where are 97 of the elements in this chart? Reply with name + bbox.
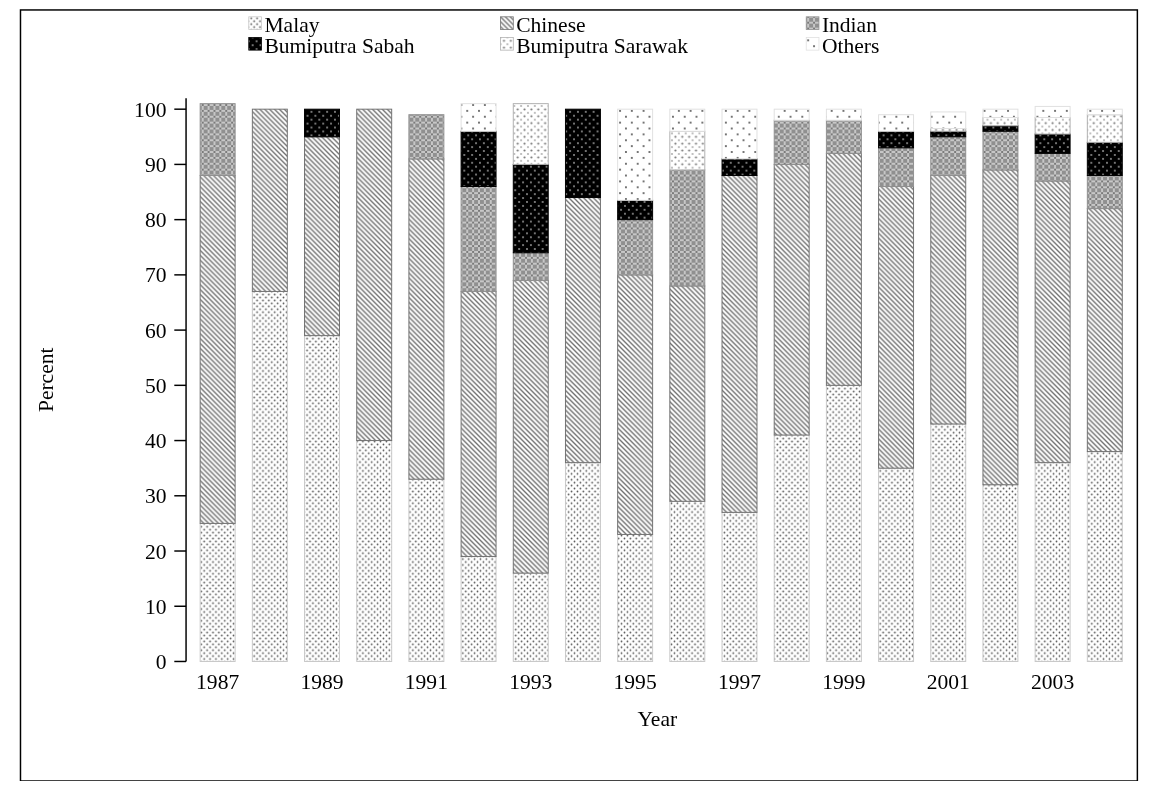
bar bbox=[1034, 462, 1071, 662]
bar bbox=[617, 533, 654, 662]
bar bbox=[825, 152, 862, 386]
x-tick-label: 1991 bbox=[404, 669, 448, 694]
bar bbox=[564, 108, 601, 199]
bar bbox=[460, 103, 497, 132]
bar bbox=[721, 158, 758, 176]
bar bbox=[773, 119, 810, 165]
x-tick-label: 1997 bbox=[717, 669, 762, 694]
bar bbox=[878, 186, 915, 469]
bar bbox=[773, 434, 810, 662]
bar bbox=[982, 130, 1019, 171]
bar bbox=[512, 163, 549, 254]
bar bbox=[617, 274, 654, 535]
x-tick-label: 1993 bbox=[509, 669, 553, 694]
y-tick-label: 10 bbox=[144, 594, 167, 619]
legend-label: Malay bbox=[264, 13, 320, 38]
bar bbox=[669, 285, 706, 502]
bar bbox=[1034, 180, 1071, 464]
bar bbox=[878, 114, 915, 132]
bar bbox=[199, 103, 236, 176]
bar bbox=[721, 174, 758, 513]
bar bbox=[512, 103, 549, 165]
bar bbox=[930, 111, 967, 129]
bar bbox=[304, 136, 340, 337]
bar bbox=[930, 174, 967, 425]
bar bbox=[878, 467, 915, 662]
bar bbox=[669, 108, 706, 132]
bar bbox=[878, 130, 915, 149]
bar bbox=[825, 119, 862, 154]
y-tick-label: 80 bbox=[144, 208, 167, 233]
bar bbox=[251, 108, 288, 292]
bar bbox=[982, 108, 1019, 118]
y-tick-label: 50 bbox=[144, 373, 167, 398]
y-tick-label: 60 bbox=[144, 318, 167, 343]
bar bbox=[1034, 152, 1071, 182]
bar bbox=[878, 147, 915, 187]
y-tick-label: 70 bbox=[144, 263, 167, 288]
bar bbox=[251, 290, 288, 662]
bar bbox=[564, 197, 601, 464]
y-tick-label: 90 bbox=[144, 152, 167, 177]
bar bbox=[460, 186, 497, 292]
bar bbox=[669, 130, 706, 171]
bar bbox=[1086, 141, 1123, 176]
x-axis-title: Year bbox=[637, 707, 678, 732]
x-tick-label: 2001 bbox=[926, 669, 970, 694]
bar bbox=[1086, 114, 1123, 143]
bar bbox=[408, 478, 445, 662]
bar bbox=[1034, 133, 1071, 154]
x-tick-label: 1989 bbox=[300, 669, 344, 694]
bar bbox=[1086, 174, 1123, 210]
bar bbox=[1034, 105, 1071, 118]
x-tick-label: 1995 bbox=[613, 669, 657, 694]
bar bbox=[669, 169, 706, 287]
bar bbox=[721, 511, 758, 662]
bar bbox=[460, 290, 497, 558]
bar bbox=[304, 108, 340, 138]
bar bbox=[773, 163, 810, 436]
bar bbox=[1086, 451, 1123, 662]
bar bbox=[669, 500, 706, 662]
bar bbox=[460, 130, 497, 187]
bar bbox=[460, 556, 497, 662]
bar bbox=[930, 423, 967, 662]
bar bbox=[617, 219, 654, 276]
x-tick-label: 1999 bbox=[822, 669, 866, 694]
y-tick-label: 100 bbox=[134, 97, 167, 122]
bar bbox=[825, 108, 862, 121]
bar bbox=[564, 462, 601, 662]
y-axis-title: Percent bbox=[33, 347, 58, 413]
bar bbox=[356, 440, 393, 662]
bar bbox=[512, 572, 549, 662]
y-tick-label: 30 bbox=[144, 484, 167, 509]
bar bbox=[982, 125, 1019, 132]
bar bbox=[825, 384, 862, 662]
bar bbox=[512, 252, 549, 281]
bar bbox=[982, 169, 1019, 486]
bar bbox=[617, 108, 654, 201]
bar bbox=[1034, 116, 1071, 135]
x-tick-label: 2003 bbox=[1031, 669, 1075, 694]
x-tick-label: 1987 bbox=[196, 669, 240, 694]
bar bbox=[930, 136, 967, 176]
bar bbox=[199, 174, 236, 524]
bar bbox=[721, 108, 758, 160]
bar bbox=[199, 522, 236, 662]
bar bbox=[304, 335, 340, 662]
y-tick-label: 0 bbox=[155, 650, 167, 675]
bar bbox=[1086, 208, 1123, 453]
y-tick-label: 20 bbox=[144, 539, 167, 564]
bar bbox=[773, 108, 810, 121]
bar bbox=[1086, 108, 1123, 116]
y-tick-label: 40 bbox=[144, 429, 167, 454]
bar bbox=[408, 114, 445, 160]
bar bbox=[982, 484, 1019, 662]
bar bbox=[408, 158, 445, 480]
bar bbox=[356, 108, 393, 442]
bar bbox=[617, 199, 654, 221]
bar bbox=[512, 279, 549, 574]
